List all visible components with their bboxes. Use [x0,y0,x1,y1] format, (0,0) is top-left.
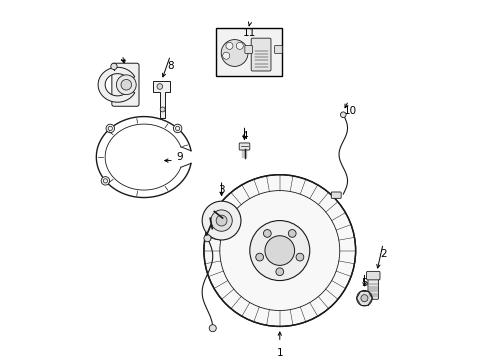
Circle shape [222,52,229,59]
FancyBboxPatch shape [251,38,270,71]
Text: 3: 3 [218,185,224,195]
Circle shape [340,112,346,118]
Polygon shape [152,81,170,118]
Circle shape [360,294,367,302]
FancyBboxPatch shape [274,46,282,53]
Circle shape [249,221,309,280]
Circle shape [275,268,283,276]
Text: 11: 11 [243,28,256,38]
Polygon shape [98,67,135,102]
Circle shape [209,325,216,332]
Circle shape [263,230,271,237]
Circle shape [264,236,294,265]
Circle shape [101,177,109,185]
Circle shape [116,75,136,95]
Text: 7: 7 [119,60,126,70]
Circle shape [210,210,232,231]
Circle shape [221,40,247,66]
Circle shape [121,80,131,90]
Text: 6: 6 [211,224,217,234]
Circle shape [173,124,182,133]
Circle shape [225,42,232,49]
FancyBboxPatch shape [112,63,139,106]
Circle shape [160,107,165,112]
Text: 10: 10 [343,106,356,116]
Text: 2: 2 [379,249,386,259]
Text: 9: 9 [176,152,182,162]
Text: 8: 8 [167,61,173,71]
Circle shape [295,253,303,261]
FancyBboxPatch shape [244,46,252,53]
Text: 1: 1 [276,348,283,357]
Circle shape [203,175,355,327]
FancyBboxPatch shape [367,278,378,299]
Circle shape [288,230,296,237]
Text: 5: 5 [361,278,367,288]
FancyBboxPatch shape [239,143,249,150]
FancyBboxPatch shape [330,192,341,198]
Circle shape [236,42,243,49]
Circle shape [111,63,117,69]
FancyBboxPatch shape [366,271,379,280]
Circle shape [216,215,226,226]
Circle shape [202,201,241,240]
Circle shape [157,84,163,89]
Circle shape [203,235,210,242]
Circle shape [356,291,371,306]
Text: 4: 4 [241,131,247,141]
Circle shape [255,253,263,261]
Bar [216,28,281,76]
Circle shape [106,124,114,133]
